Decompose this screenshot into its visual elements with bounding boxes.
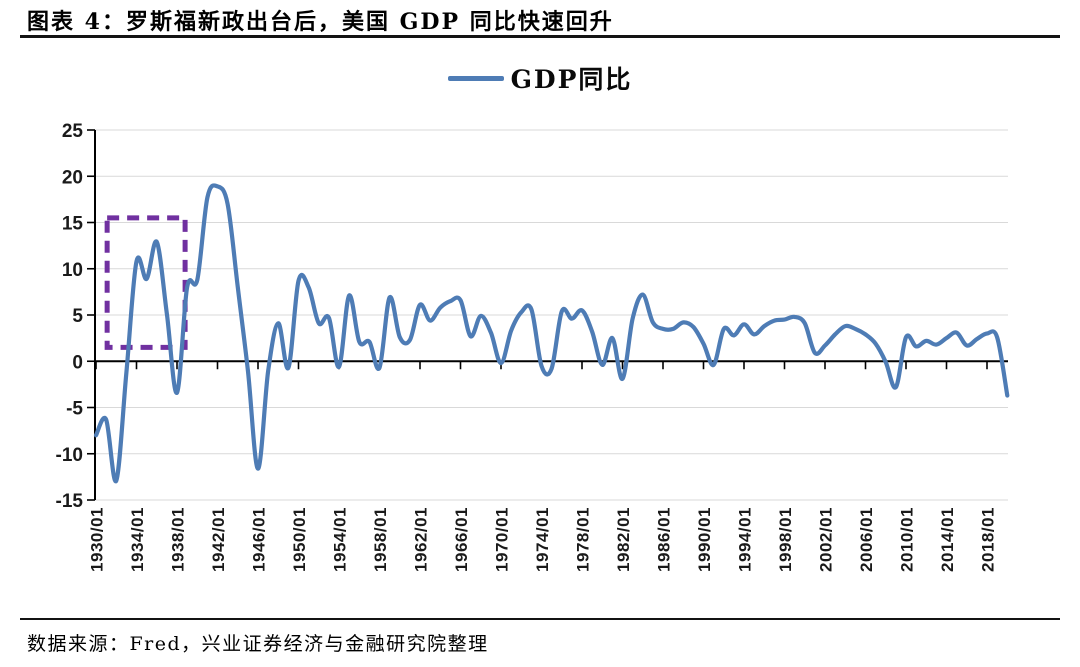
- svg-text:1962/01: 1962/01: [412, 507, 431, 572]
- svg-text:2002/01: 2002/01: [817, 507, 836, 572]
- svg-text:2006/01: 2006/01: [857, 507, 876, 572]
- svg-text:-5: -5: [66, 399, 83, 420]
- svg-text:1974/01: 1974/01: [533, 507, 552, 572]
- svg-text:1982/01: 1982/01: [614, 507, 633, 572]
- svg-text:-15: -15: [56, 491, 84, 512]
- svg-text:15: 15: [62, 214, 84, 235]
- x-tick-labels: 1930/01 1934/01 1938/01 1942/01 1946/01 1950/…: [88, 507, 998, 572]
- svg-text:1942/01: 1942/01: [209, 507, 228, 572]
- svg-text:1938/01: 1938/01: [169, 507, 188, 572]
- svg-text:20: 20: [62, 167, 83, 188]
- data-source: 数据来源：Fred，兴业证券经济与金融研究院整理: [27, 633, 489, 655]
- svg-text:1994/01: 1994/01: [736, 507, 755, 572]
- figure-title: 图表 4：罗斯福新政出台后，美国 GDP 同比快速回升: [27, 9, 614, 35]
- svg-text:-10: -10: [56, 445, 83, 466]
- gdp-line: [93, 183, 1010, 483]
- svg-text:25: 25: [62, 121, 84, 142]
- highlight-dashed-box: [104, 215, 188, 350]
- svg-text:1978/01: 1978/01: [574, 507, 593, 572]
- svg-text:1970/01: 1970/01: [493, 507, 512, 572]
- y-tick-labels: 25 20 15 10 5 0 -5 -10 -15: [56, 121, 84, 512]
- svg-text:0: 0: [72, 352, 83, 373]
- svg-text:2014/01: 2014/01: [938, 507, 957, 572]
- svg-text:1950/01: 1950/01: [290, 507, 309, 572]
- svg-text:2010/01: 2010/01: [898, 507, 917, 572]
- svg-text:1946/01: 1946/01: [250, 507, 269, 572]
- title-underline: [20, 35, 1060, 38]
- svg-text:5: 5: [72, 306, 83, 327]
- svg-text:2018/01: 2018/01: [979, 507, 998, 572]
- grid-lines: [95, 129, 1008, 501]
- chart-legend: GDP同比: [0, 60, 1080, 96]
- footer-divider: [20, 618, 1060, 620]
- svg-text:1998/01: 1998/01: [776, 507, 795, 572]
- legend-label: GDP同比: [510, 65, 633, 94]
- svg-text:1954/01: 1954/01: [331, 507, 350, 572]
- svg-text:1958/01: 1958/01: [371, 507, 390, 572]
- svg-text:1934/01: 1934/01: [128, 507, 147, 572]
- svg-text:1990/01: 1990/01: [695, 507, 714, 572]
- svg-text:1930/01: 1930/01: [88, 507, 107, 572]
- svg-text:1966/01: 1966/01: [452, 507, 471, 572]
- legend-line-swatch: [447, 75, 504, 81]
- svg-text:1986/01: 1986/01: [655, 507, 674, 572]
- svg-text:10: 10: [62, 260, 83, 281]
